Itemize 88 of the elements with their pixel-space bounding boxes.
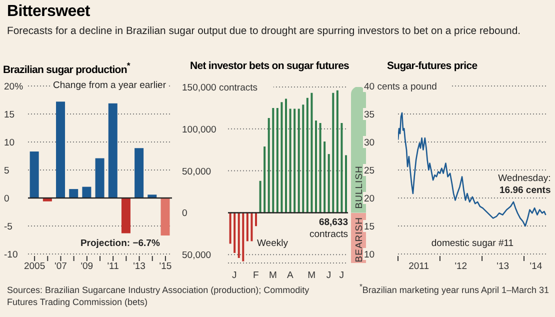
bar <box>160 198 170 236</box>
annotation: Wednesday: 16.96 cents <box>498 173 551 196</box>
bar <box>340 123 343 213</box>
x-tick-label: J <box>339 270 344 281</box>
y-tick-label: 15 <box>364 222 375 232</box>
bar <box>69 189 78 198</box>
source-note: Sources: Brazilian Sugarcane Industry Association (production); Commodity Futures Trading Commission (bets) <box>7 285 310 307</box>
x-tick-label: '13 <box>133 261 146 272</box>
y-tick-label: 0 <box>4 194 10 204</box>
bar <box>134 148 144 198</box>
bar <box>285 98 287 213</box>
y-tick-label: 20% <box>4 82 24 92</box>
x-tick-label: M <box>308 270 316 281</box>
bar <box>250 212 253 242</box>
bar <box>294 108 296 213</box>
bar <box>56 102 66 198</box>
annotation: domestic sugar #11 <box>430 238 515 249</box>
bar <box>315 120 317 213</box>
bar <box>319 123 322 213</box>
chart-title: Net investor bets on sugar futures <box>190 60 350 72</box>
y-tick-label: 20 <box>364 194 375 204</box>
bar <box>264 146 266 213</box>
bar <box>324 141 326 213</box>
bar <box>272 108 274 213</box>
y-tick-label: 25 <box>364 166 375 176</box>
y-tick-label: 50,000 <box>182 250 212 262</box>
bar <box>268 118 270 213</box>
label-tab: BEARISH <box>351 212 366 263</box>
y-tick-label: 10 <box>4 138 15 148</box>
bar <box>328 154 330 213</box>
text: $^{*}$Brazilian marketing year runs April 1–March 31 <box>359 282 549 295</box>
text: Forecasts for a decline in Brazilian sugar output due to drought are spurring investors to bet on a price rebound. <box>7 26 520 37</box>
bar <box>336 90 338 213</box>
bar <box>255 212 257 226</box>
bar <box>82 186 92 198</box>
x-tick-label: A <box>286 270 294 281</box>
x-tick-label: 2005 <box>24 261 46 272</box>
bar <box>108 103 118 198</box>
text: Bittersweet <box>7 3 90 21</box>
y-tick-label: 100,000 <box>182 124 216 136</box>
x-tick-label: '12 <box>454 261 468 272</box>
label-tab: BULLISH <box>351 87 366 213</box>
bar <box>289 108 292 213</box>
bar <box>306 98 308 213</box>
bar <box>302 104 304 213</box>
y-tick-label: 0 <box>182 208 188 220</box>
bar <box>276 108 278 213</box>
bar <box>30 152 39 198</box>
bar <box>121 198 130 234</box>
y-tick-label: 50,000 <box>182 166 212 178</box>
bar <box>238 212 240 258</box>
y-tick-label: 10 <box>364 250 375 260</box>
bar <box>280 102 283 213</box>
y-tick-label: 15 <box>4 110 15 120</box>
annotation: Change from a year earlier <box>50 80 169 91</box>
annotation: 68,633 contracts <box>309 216 348 240</box>
bar <box>242 212 244 262</box>
annotation: Weekly <box>257 238 288 249</box>
bar <box>345 155 347 213</box>
x-tick-label: '11 <box>107 261 119 272</box>
y-tick-label: 35 <box>364 110 375 120</box>
x-tick-label: J <box>326 270 332 281</box>
x-tick-label: '07 <box>54 261 67 272</box>
y-tick-label: 150,000 contracts <box>182 82 258 94</box>
bar <box>332 92 334 213</box>
y-tick-label: -10 <box>4 250 18 260</box>
y-tick-label: 30 <box>364 138 375 148</box>
y-tick-label: 40 cents a pound <box>364 82 437 92</box>
bar <box>95 158 104 198</box>
bar <box>229 212 232 244</box>
bar <box>298 108 300 213</box>
x-tick-label: J <box>232 270 238 281</box>
y-tick-label: 5 <box>4 166 10 176</box>
annotation: Projection: −6.7% <box>80 238 160 249</box>
chart-title: Brazilian sugar production$^{*}$ <box>3 60 130 76</box>
bar <box>259 180 262 213</box>
x-tick-label: M <box>269 270 278 281</box>
y-tick-label: -5 <box>4 222 12 232</box>
x-tick-label: '14 <box>530 261 542 272</box>
x-tick-label: '15 <box>159 261 172 272</box>
x-tick-label: 2011 <box>408 261 430 272</box>
bar <box>234 212 236 253</box>
x-tick-label: F <box>252 270 259 281</box>
bar <box>246 212 248 242</box>
x-tick-label: '13 <box>496 261 510 272</box>
chart-title: Sugar-futures price <box>387 60 478 72</box>
x-tick-label: '09 <box>80 261 94 272</box>
bar <box>310 92 313 213</box>
